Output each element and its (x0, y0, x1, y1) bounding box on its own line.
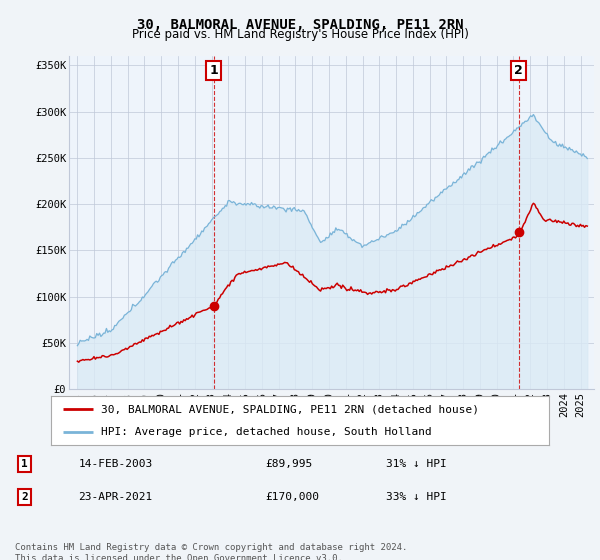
Text: 33% ↓ HPI: 33% ↓ HPI (386, 492, 447, 502)
Text: 2: 2 (21, 492, 28, 502)
Text: HPI: Average price, detached house, South Holland: HPI: Average price, detached house, Sout… (101, 427, 431, 437)
Text: 23-APR-2021: 23-APR-2021 (78, 492, 152, 502)
Text: 31% ↓ HPI: 31% ↓ HPI (386, 459, 447, 469)
Text: 1: 1 (21, 459, 28, 469)
Text: 1: 1 (209, 64, 218, 77)
Text: Contains HM Land Registry data © Crown copyright and database right 2024.
This d: Contains HM Land Registry data © Crown c… (15, 543, 407, 560)
Text: 14-FEB-2003: 14-FEB-2003 (78, 459, 152, 469)
Text: 2: 2 (514, 64, 523, 77)
Text: £170,000: £170,000 (265, 492, 319, 502)
Text: £89,995: £89,995 (265, 459, 313, 469)
Text: 30, BALMORAL AVENUE, SPALDING, PE11 2RN: 30, BALMORAL AVENUE, SPALDING, PE11 2RN (137, 18, 463, 32)
Text: Price paid vs. HM Land Registry's House Price Index (HPI): Price paid vs. HM Land Registry's House … (131, 28, 469, 41)
Text: 30, BALMORAL AVENUE, SPALDING, PE11 2RN (detached house): 30, BALMORAL AVENUE, SPALDING, PE11 2RN … (101, 404, 479, 414)
